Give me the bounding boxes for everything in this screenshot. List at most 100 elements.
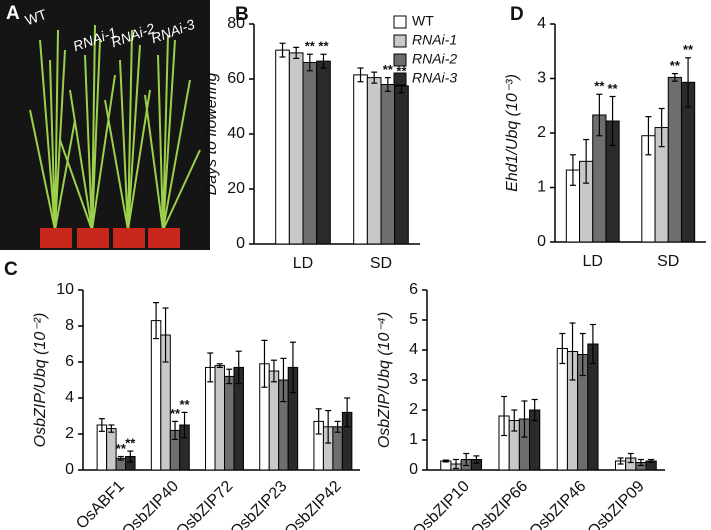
error-bar [384, 77, 391, 92]
y-axis-label: OsbZIP/Ubq (10⁻²) [32, 313, 49, 448]
error-bar [685, 57, 692, 108]
significance-label: ** [179, 397, 190, 412]
x-tick-label: SD [657, 253, 679, 270]
y-tick-label: 2 [537, 124, 546, 141]
error-bar [162, 307, 169, 363]
legend-swatch [393, 34, 407, 48]
significance-label: ** [670, 58, 681, 73]
error-bar [344, 397, 351, 428]
legend-label: WT [412, 13, 434, 29]
error-bar [306, 53, 313, 72]
y-tick-label: 40 [227, 125, 245, 142]
error-bar [153, 302, 160, 340]
bar [106, 428, 117, 471]
panel-label: D [510, 4, 524, 25]
y-tick-label: 60 [227, 70, 245, 87]
y-axis-label: Days to flowering [203, 73, 220, 196]
y-tick-label: 1 [537, 179, 546, 196]
y-tick-label: 10 [56, 281, 74, 298]
error-bar [315, 408, 322, 435]
significance-label: ** [318, 39, 329, 54]
significance-label: ** [125, 436, 136, 451]
y-tick-label: 6 [65, 353, 74, 370]
error-bar [235, 350, 242, 385]
y-tick-label: 4 [65, 389, 74, 406]
legend-swatch [393, 72, 407, 86]
y-tick-label: 20 [227, 180, 245, 197]
y-axis-label: Ehd1/Ubq (10⁻³) [504, 74, 521, 192]
x-tick-label: OsbZIP42 [282, 478, 345, 530]
bar [268, 370, 280, 471]
bar [380, 84, 396, 245]
y-tick-label: 5 [409, 311, 418, 328]
error-bar [226, 368, 233, 385]
bar [667, 76, 682, 243]
error-bar [671, 72, 678, 82]
y-tick-label: 80 [227, 15, 245, 32]
significance-label: ** [608, 81, 619, 96]
x-tick-label: LD [293, 255, 313, 272]
y-tick-label: 0 [236, 235, 245, 252]
panel-label: A [6, 3, 20, 24]
error-bar [453, 458, 460, 470]
bar [394, 85, 409, 245]
y-tick-label: 4 [537, 15, 546, 32]
legend-label: RNAi-2 [412, 51, 457, 67]
error-bar [637, 458, 644, 467]
error-bar [357, 67, 364, 83]
error-bar [98, 418, 105, 432]
bar [214, 365, 225, 471]
error-bar [442, 459, 449, 463]
y-tick-label: 0 [65, 461, 74, 478]
bar [366, 77, 382, 245]
error-bar [320, 53, 327, 69]
legend-swatch [393, 15, 407, 29]
error-bar [627, 452, 634, 464]
significance-label: ** [170, 406, 181, 421]
y-tick-label: 2 [65, 425, 74, 442]
legend-swatch [393, 53, 407, 67]
error-bar [117, 455, 124, 461]
error-bar [531, 398, 538, 422]
significance-label: ** [383, 62, 394, 77]
y-axis-label: OsbZIP/Ubq (10⁻⁴) [376, 312, 393, 448]
bar [150, 320, 162, 471]
error-bar [463, 452, 470, 467]
error-bar [559, 332, 566, 365]
significance-label: ** [116, 441, 127, 456]
bar [275, 49, 290, 245]
bar [316, 60, 331, 245]
error-bar [645, 116, 652, 156]
error-bar [596, 93, 603, 137]
x-tick-label: SD [370, 255, 392, 272]
y-tick-label: 4 [409, 341, 418, 358]
legend-label: RNAi-1 [412, 32, 457, 48]
y-tick-label: 0 [409, 461, 418, 478]
panel-label: B [235, 4, 249, 25]
error-bar [279, 42, 286, 58]
x-tick-label: OsbZIP40 [119, 478, 182, 530]
y-tick-label: 0 [537, 233, 546, 250]
pots [40, 228, 180, 248]
error-bar [181, 411, 188, 439]
error-bar [289, 341, 296, 394]
error-bar [172, 420, 179, 440]
bar [288, 52, 304, 245]
photo-label: WT [23, 6, 49, 29]
panel-label: C [4, 259, 18, 280]
error-bar [521, 400, 528, 438]
significance-label: ** [683, 42, 694, 57]
error-bar [569, 154, 576, 186]
error-bar [334, 420, 341, 433]
error-bar [569, 322, 576, 381]
x-tick-label: OsABF1 [73, 478, 128, 530]
error-bar [501, 395, 508, 437]
significance-label: ** [594, 79, 605, 94]
y-tick-label: 1 [409, 431, 418, 448]
error-bar [207, 352, 214, 383]
bar [205, 366, 216, 471]
bar [302, 62, 318, 245]
error-bar [261, 339, 268, 388]
x-tick-label: OsbZIP72 [173, 478, 236, 530]
